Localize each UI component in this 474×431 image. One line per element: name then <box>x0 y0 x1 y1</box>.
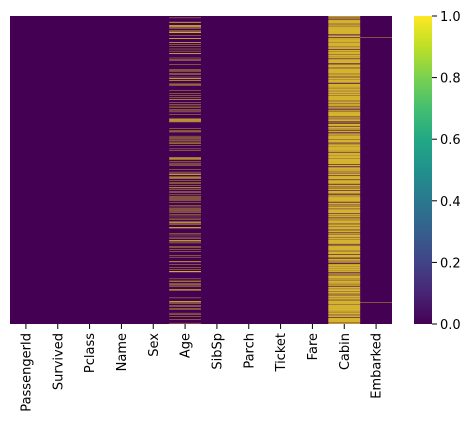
x-axis-ticks: PassengerId Survived Pclass Name Sex Age SibSp… <box>19 324 385 412</box>
x-tick-label-pclass: Pclass <box>83 333 98 373</box>
x-tick-label-sex: Sex <box>147 333 162 357</box>
colorbar-tick-label: 0.6 <box>440 133 461 148</box>
x-tick-label-cabin: Cabin <box>338 333 353 370</box>
colorbar-tick-label: 1.0 <box>440 10 461 25</box>
x-tick-label-sibsp: SibSp <box>210 333 225 370</box>
colorbar-tick-label: 0.2 <box>440 256 461 271</box>
x-tick-label-name: Name <box>115 333 130 371</box>
x-tick-label-survived: Survived <box>51 333 66 390</box>
x-tick-label-ticket: Ticket <box>274 333 289 372</box>
colorbar-tick-label: 0.4 <box>440 195 461 210</box>
x-tick-label-parch: Parch <box>242 333 257 369</box>
heatmap-background <box>10 16 392 324</box>
heatmap-plot-area <box>10 16 392 324</box>
x-tick-label-passengerid: PassengerId <box>19 333 34 412</box>
colorbar-tick-label: 0.0 <box>440 318 461 333</box>
x-tick-label-embarked: Embarked <box>370 333 385 399</box>
colorbar-tick-label: 0.8 <box>440 72 461 87</box>
colorbar-gradient <box>414 16 432 324</box>
x-tick-label-fare: Fare <box>306 333 321 360</box>
colorbar: 0.0 0.2 0.4 0.6 0.8 1.0 <box>414 10 461 333</box>
x-tick-label-age: Age <box>179 333 194 358</box>
